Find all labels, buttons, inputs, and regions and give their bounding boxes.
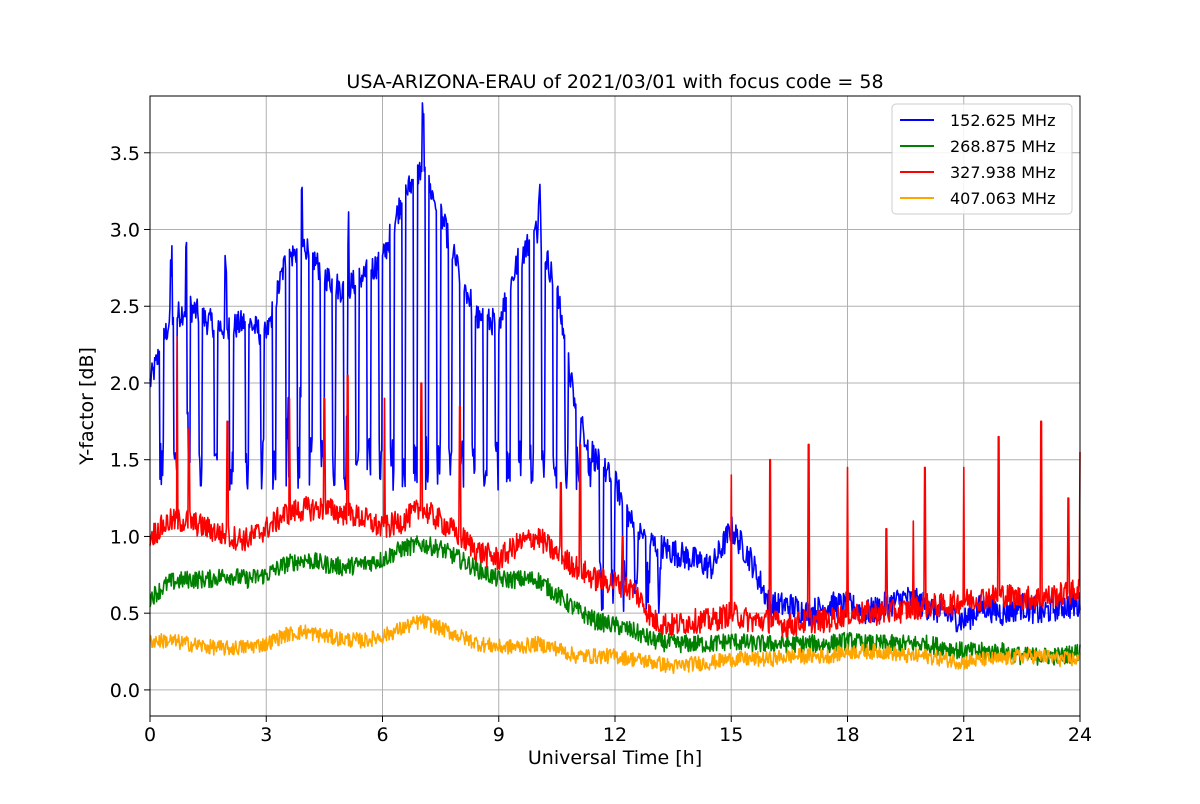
x-tick-label: 24: [1068, 724, 1092, 746]
y-tick-label: 3.0: [110, 220, 140, 242]
x-axis-label: Universal Time [h]: [528, 747, 702, 769]
series-line-3: [149, 336, 1081, 638]
y-tick-label: 2.0: [110, 373, 140, 395]
axes: 0 3 6 9 12 15 18 21 24 0.0 0.5 1.0 1.5 2.0 2.5 3.0 3.5: [110, 95, 1092, 746]
grid: [149, 96, 1081, 716]
series-line-4: [149, 613, 1081, 675]
y-tick-label: 2.5: [110, 296, 140, 318]
legend-label: 407.063 MHz: [950, 189, 1055, 208]
x-tick-label: 15: [719, 724, 743, 746]
x-tick-label: 6: [376, 724, 388, 746]
legend-box: [891, 103, 1073, 215]
legend-label: 327.938 MHz: [950, 163, 1055, 182]
y-tick-label: 1.0: [110, 526, 140, 548]
x-tick-label: 9: [493, 724, 505, 746]
x-tick-label: 3: [260, 724, 272, 746]
y-tick-label: 0.5: [110, 603, 140, 625]
legend-label: 152.625 MHz: [950, 111, 1055, 130]
series-line-1: [149, 102, 1081, 633]
series-lines: [149, 102, 1081, 675]
y-tick-label: 1.5: [110, 450, 140, 472]
x-tick-label: 0: [144, 724, 156, 746]
x-tick-label: 18: [835, 724, 859, 746]
legend-label: 268.875 MHz: [950, 137, 1055, 156]
x-tick-label: 12: [603, 724, 627, 746]
y-tick-label: 0.0: [110, 680, 140, 702]
x-tick-label: 21: [952, 724, 976, 746]
y-axis-label: Y-factor [dB]: [76, 347, 98, 466]
y-tick-label: 3.5: [110, 143, 140, 165]
chart-title: USA-ARIZONA-ERAU of 2021/03/01 with focu…: [346, 71, 883, 93]
legend: 152.625 MHz 268.875 MHz 327.938 MHz 407.063…: [891, 103, 1073, 215]
